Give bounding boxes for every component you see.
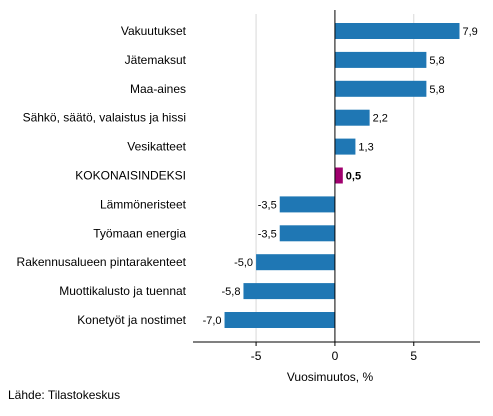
value-labels: 7,9 5,8 5,8 2,2 1,3 0,5 -3,5 -3,5 -5,0 -5,8 -7,0 (203, 26, 478, 327)
x-tick-label: 5 (410, 349, 417, 363)
value-label: 2,2 (373, 113, 388, 125)
value-label: 5,8 (429, 55, 444, 67)
bar (224, 312, 335, 328)
x-tick-label: 0 (332, 349, 339, 363)
category-label: Vakuutukset (121, 24, 187, 38)
value-label: 0,5 (346, 171, 361, 183)
value-label: 1,3 (358, 142, 373, 154)
bar (334, 138, 356, 155)
bar (279, 225, 335, 242)
category-label: KOKONAISINDEKSI (75, 169, 186, 183)
category-label: Vesikatteet (127, 140, 186, 154)
value-label: -7,0 (203, 315, 222, 327)
source-note: Lähde: Tilastokeskus (8, 388, 121, 402)
bars (224, 23, 460, 328)
x-tick-label: -5 (251, 349, 262, 363)
category-label: Sähkö, säätö, valaistus ja hissi (23, 111, 186, 125)
bar (243, 283, 335, 300)
category-label: Lämmöneristeet (100, 197, 187, 211)
value-label: -5,8 (221, 286, 240, 298)
bar (334, 80, 427, 97)
bar (256, 254, 335, 271)
value-label: -3,5 (258, 228, 277, 240)
value-label: -3,5 (258, 199, 277, 211)
bar (334, 109, 370, 126)
value-label: 5,8 (429, 84, 444, 96)
category-label: Maa-aines (130, 82, 186, 96)
value-label: 7,9 (463, 26, 478, 38)
category-label: Rakennusalueen pintarakenteet (17, 255, 187, 269)
category-label: Jätemaksut (125, 53, 187, 67)
category-label: Työmaan energia (93, 226, 186, 240)
bar (334, 167, 343, 184)
category-labels: Vakuutukset Jätemaksut Maa-aines Sähkö, sää… (17, 24, 187, 327)
x-axis-title: Vuosimuutos, % (287, 370, 374, 384)
bar (334, 51, 427, 68)
category-label: Konetyöt ja nostimet (77, 313, 186, 327)
bar (334, 23, 460, 39)
value-label: -5,0 (234, 257, 253, 269)
bar (279, 196, 335, 213)
category-label: Muottikalusto ja tuennat (59, 284, 186, 298)
x-axis: -5 0 5 (193, 10, 480, 363)
